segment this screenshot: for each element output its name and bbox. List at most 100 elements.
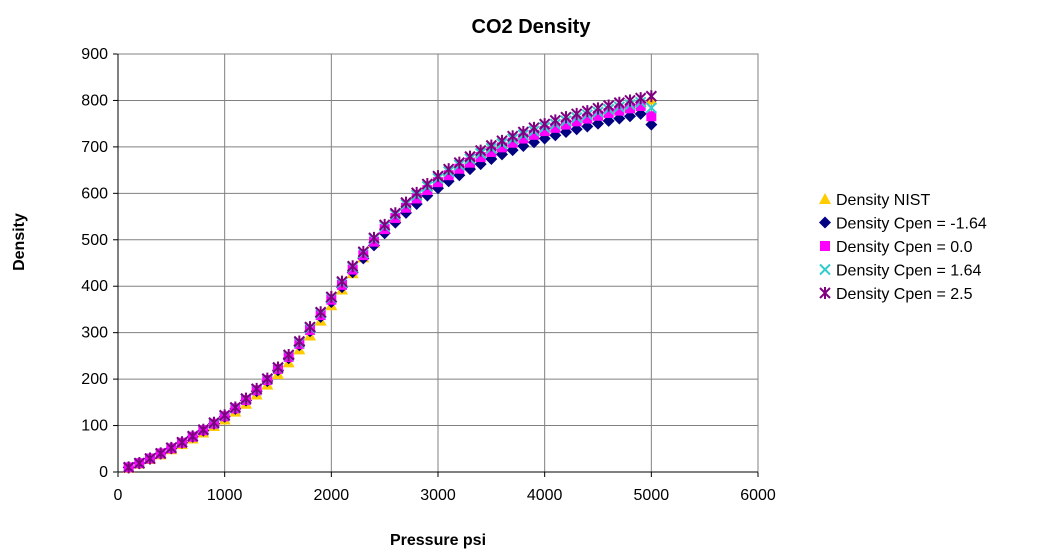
legend-label: Density Cpen = 2.5 — [836, 286, 973, 303]
data-point — [474, 144, 487, 157]
y-tick-label: 800 — [81, 92, 108, 109]
series-4 — [122, 96, 658, 474]
data-point — [197, 423, 210, 436]
data-markers — [122, 90, 658, 474]
data-point — [593, 110, 603, 121]
data-point — [645, 118, 658, 131]
data-point — [518, 133, 529, 144]
x-tick-label: 5000 — [634, 487, 670, 504]
data-point — [133, 457, 146, 470]
data-point — [645, 102, 658, 114]
legend-marker — [819, 263, 831, 276]
data-point — [635, 101, 646, 112]
series-2 — [122, 107, 658, 474]
data-point — [528, 121, 540, 134]
data-point — [624, 94, 636, 107]
legend-label: Density Cpen = -1.64 — [836, 216, 987, 233]
data-point — [422, 185, 433, 196]
data-point — [625, 103, 635, 114]
legend-marker — [819, 193, 831, 204]
axis-tick-labels: 0 100 200 300 400 500 600 700 800 900 0 1000 2000 300… — [81, 46, 776, 504]
data-point — [475, 152, 486, 163]
data-point — [421, 178, 434, 191]
data-point — [486, 146, 497, 157]
data-point — [485, 139, 498, 152]
data-point — [550, 122, 561, 133]
x-tick-label: 3000 — [420, 487, 456, 504]
data-point — [176, 436, 188, 449]
legend-marker — [820, 241, 830, 251]
legend: Density NIST Density Cpen = -1.64 Density … — [819, 192, 987, 303]
legend-label: Density Cpen = 1.64 — [836, 263, 982, 280]
data-point — [154, 447, 167, 460]
chart-title: CO2 Density — [472, 16, 592, 38]
data-point — [602, 99, 615, 112]
data-point — [571, 116, 582, 127]
data-point — [582, 113, 593, 124]
y-tick-label: 400 — [81, 278, 108, 295]
data-point — [240, 392, 252, 405]
data-point — [538, 118, 551, 131]
data-point — [325, 290, 338, 303]
data-point — [561, 119, 571, 130]
data-point — [144, 452, 156, 465]
x-tick-label: 4000 — [527, 487, 563, 504]
data-point — [453, 156, 466, 169]
data-point — [634, 92, 647, 105]
data-point — [304, 321, 316, 334]
data-point — [443, 170, 454, 181]
data-point — [389, 207, 402, 220]
data-point — [122, 461, 135, 474]
data-point — [517, 126, 530, 139]
data-point — [432, 170, 444, 183]
data-point — [645, 90, 658, 103]
data-point — [282, 348, 295, 361]
data-point — [529, 129, 539, 140]
data-point — [454, 163, 465, 174]
y-tick-label: 200 — [81, 371, 108, 388]
data-point — [272, 361, 284, 374]
legend-marker — [819, 287, 831, 299]
data-point — [539, 126, 550, 137]
data-point — [506, 130, 519, 143]
x-tick-label: 2000 — [314, 487, 350, 504]
legend-marker — [819, 216, 831, 229]
data-point — [293, 335, 306, 348]
data-point — [346, 260, 359, 273]
data-point — [496, 134, 508, 147]
y-tick-label: 300 — [81, 325, 108, 342]
data-point — [186, 430, 199, 443]
data-point — [646, 111, 657, 122]
data-point — [464, 150, 476, 163]
y-tick-label: 700 — [81, 139, 108, 156]
data-point — [465, 157, 475, 168]
data-point — [378, 218, 391, 231]
series-1 — [122, 93, 658, 473]
data-point — [497, 142, 507, 153]
x-tick-label: 6000 — [740, 487, 776, 504]
x-tick-label: 0 — [114, 487, 123, 504]
data-point — [507, 137, 518, 148]
data-point — [549, 114, 562, 127]
data-point — [229, 401, 242, 414]
series-5 — [122, 90, 658, 474]
y-axis-title: Density — [11, 213, 28, 271]
y-tick-label: 0 — [99, 464, 108, 481]
x-tick-label: 1000 — [207, 487, 243, 504]
data-point — [400, 196, 412, 209]
data-point — [250, 382, 263, 395]
legend-label: Density NIST — [836, 192, 930, 209]
data-point — [433, 177, 443, 188]
y-tick-label: 100 — [81, 418, 108, 435]
legend-label: Density Cpen = 0.0 — [836, 239, 973, 256]
data-point — [336, 275, 348, 288]
data-point — [570, 107, 583, 120]
data-point — [368, 231, 380, 244]
data-point — [560, 111, 572, 124]
data-point — [592, 102, 604, 115]
data-point — [208, 416, 220, 429]
data-point — [165, 441, 178, 454]
data-point — [357, 245, 370, 258]
data-point — [410, 186, 423, 199]
